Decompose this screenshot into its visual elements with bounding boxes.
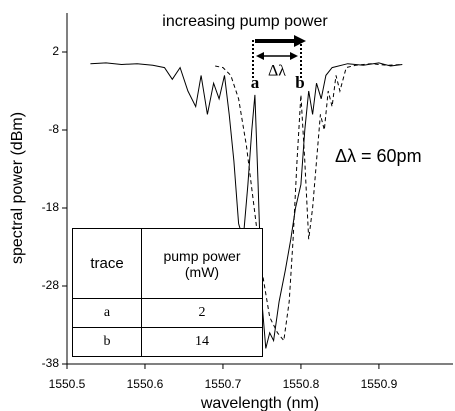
y-tick-label: 2 (52, 44, 59, 58)
table-header: trace (72, 228, 142, 299)
legend-label: b (295, 73, 304, 92)
table-cell: 2 (141, 298, 263, 328)
x-tick-label: 1550.5 (49, 377, 86, 391)
y-tick-label: -28 (42, 278, 60, 292)
y-axis-label: spectral power (dBm) (9, 112, 26, 264)
y-tick-label: -18 (42, 200, 60, 214)
x-tick-label: 1550.6 (127, 377, 164, 391)
trace (90, 62, 403, 349)
table-cell: a (72, 298, 142, 328)
arrow-head (290, 52, 298, 60)
x-tick-label: 1550.9 (361, 377, 398, 391)
x-tick-label: 1550.8 (283, 377, 320, 391)
x-axis-label: wavelength (nm) (200, 395, 319, 411)
y-tick-label: -8 (48, 122, 59, 136)
annotation: increasing pump power (162, 13, 328, 30)
annotation: Δλ (268, 63, 286, 80)
table-cell: b (72, 327, 142, 357)
y-tick-label: -38 (42, 356, 60, 370)
legend-label: a (251, 73, 260, 92)
table-cell: 14 (141, 327, 263, 357)
table-header: pump power (mW) (141, 228, 263, 299)
trace (215, 63, 403, 342)
annotation: Δλ = 60pm (335, 146, 422, 166)
arrow-head (256, 52, 264, 60)
x-tick-label: 1550.7 (205, 377, 242, 391)
